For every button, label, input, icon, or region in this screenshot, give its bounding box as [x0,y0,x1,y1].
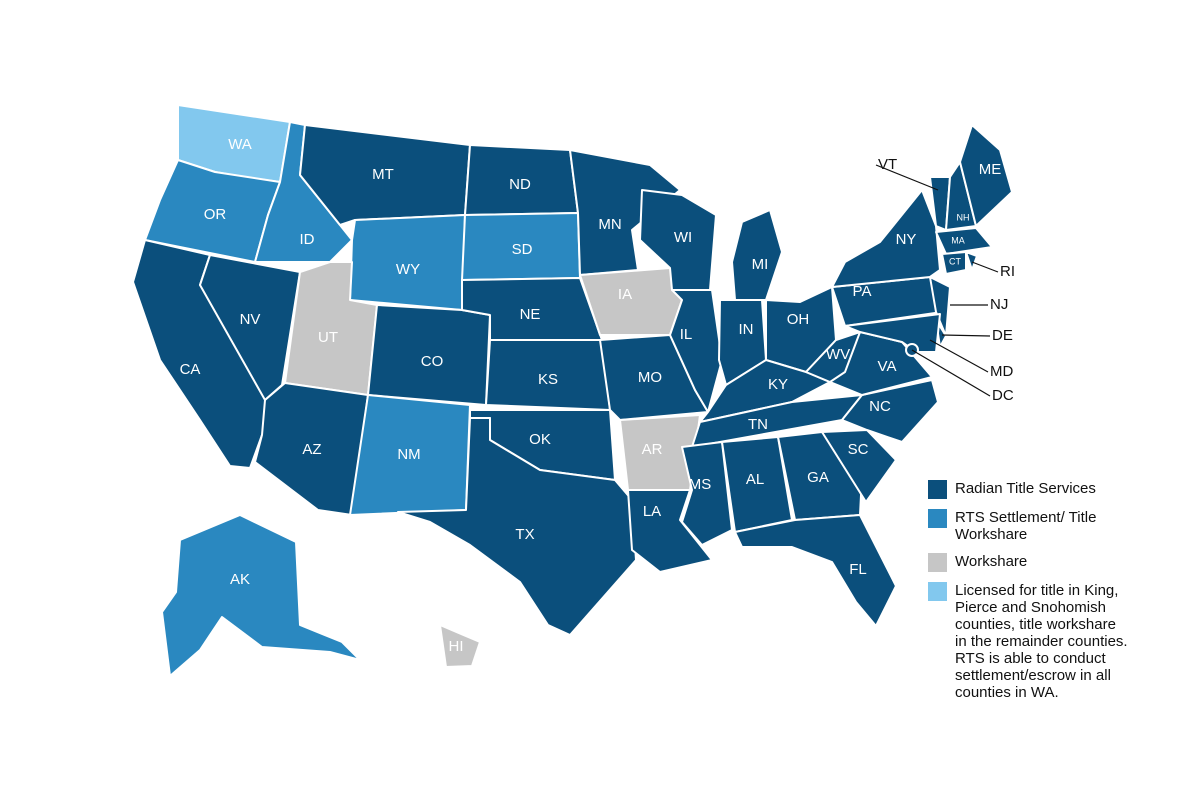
state-label: TN [748,416,768,433]
state-label: PA [853,283,872,300]
state-label: CO [421,353,444,370]
state-shape [821,429,897,503]
state-label: IL [680,326,693,343]
state-label: WI [674,229,692,246]
state-label: MT [372,166,394,183]
state-label: MD [990,363,1013,380]
state-label: MN [598,216,621,233]
state-label: MO [638,369,662,386]
state-label: DC [992,387,1014,404]
state-label: LA [643,503,661,520]
legend-item: RTS Settlement/ Title Workshare [928,509,1128,543]
state-label: OK [529,431,551,448]
state-label: KS [538,371,558,388]
state-shape [805,331,861,383]
state-label: NJ [990,296,1008,313]
callout-line [971,261,999,273]
legend-label: RTS Settlement/ Title Workshare [955,509,1097,543]
state-label: VT [878,156,897,173]
legend-swatch [928,480,947,499]
legend-item: Workshare [928,553,1128,572]
state-label: MS [689,476,712,493]
state-shape [965,251,978,271]
state-label: KY [768,376,788,393]
callout-line [875,164,939,191]
state-label: SD [512,241,533,258]
legend-swatch [928,553,947,572]
state-label: ME [979,161,1002,178]
state-shape [831,189,941,288]
state-shape [959,124,1013,227]
state-shape [941,251,967,275]
state-label: IA [618,286,632,303]
callout-line [911,349,991,397]
state-label: UT [318,329,338,346]
callout-line [929,339,989,373]
state-label: NH [957,212,970,222]
state-label: AZ [302,441,321,458]
state-label: CT [949,256,961,266]
state-label: ID [300,231,315,248]
state-label: WV [826,346,850,363]
state-label: AR [642,441,663,458]
state-label: DE [992,327,1013,344]
state-shape [669,289,723,413]
legend-label: Workshare [955,553,1028,570]
state-label: FL [849,561,867,578]
state-label: OH [787,311,810,328]
state-label: IN [739,321,754,338]
state-shape [935,227,993,255]
state-shape [254,382,369,516]
state-label: CA [180,361,201,378]
state-shape [397,417,637,636]
state-shape [627,489,713,573]
state-shape [734,514,897,627]
legend-item: Licensed for title in King, Pierce and S… [928,582,1128,701]
legend-item: Radian Title Services [928,480,1128,499]
state-label: GA [807,469,829,486]
state-label: NM [397,446,420,463]
state-shape [569,149,681,276]
state-shape [349,214,466,311]
state-label: WA [228,136,252,153]
state-label: HI [449,638,464,655]
state-label: RI [1000,263,1015,280]
state-label: TX [515,526,534,543]
state-shape [161,514,361,677]
state-label: SC [848,441,869,458]
state-label: AL [746,471,764,488]
state-label: OR [204,206,227,223]
legend: Radian Title Services RTS Settlement/ Tit… [928,480,1128,711]
state-label: NE [520,306,541,323]
legend-label: Licensed for title in King, Pierce and S… [955,582,1128,701]
state-label: MA [951,235,965,245]
state-label: VA [878,358,897,375]
state-label: ND [509,176,531,193]
callout-line [941,334,991,337]
state-shape [439,624,481,668]
state-label: AK [230,571,250,588]
state-label: MI [752,256,769,273]
state-label: NV [240,311,261,328]
state-label: NC [869,398,891,415]
state-label: WY [396,261,420,278]
legend-swatch [928,509,947,528]
legend-swatch [928,582,947,601]
legend-label: Radian Title Services [955,480,1096,497]
state-label: NY [896,231,917,248]
